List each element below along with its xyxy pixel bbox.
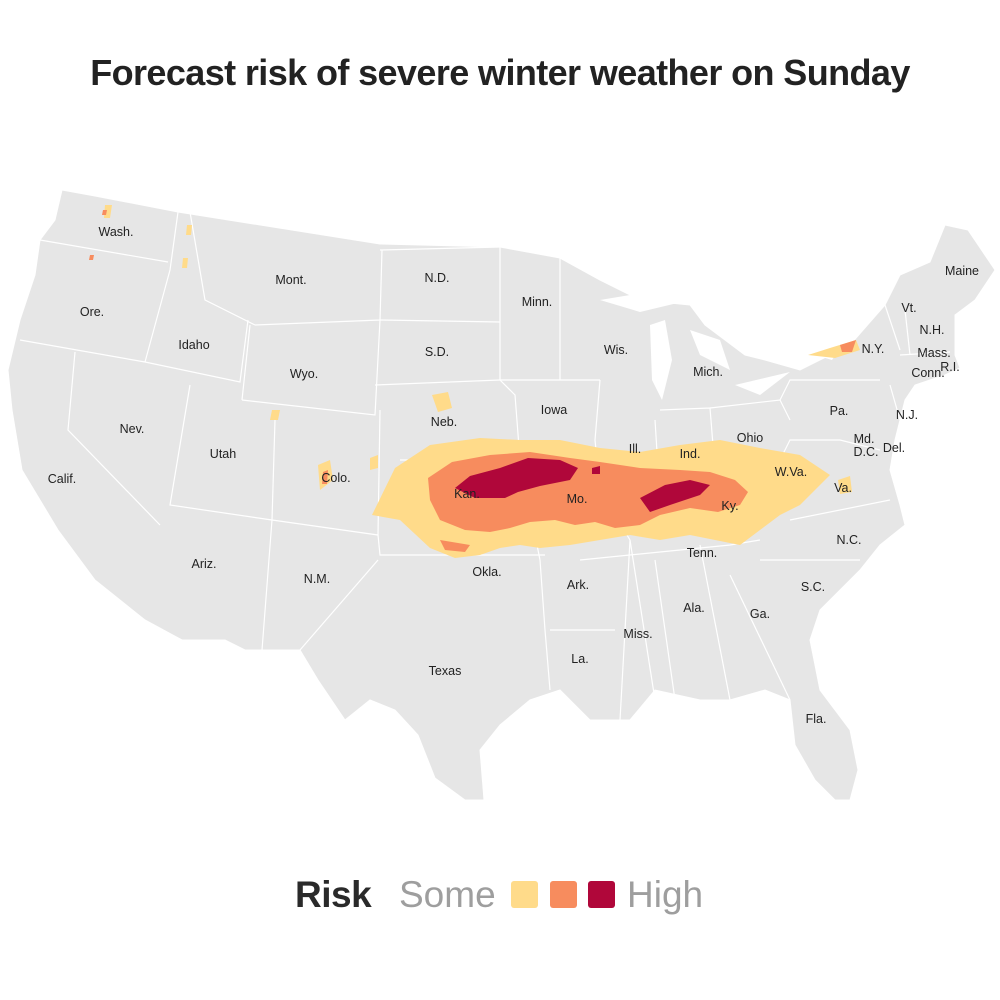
state-labels: Wash. Ore. Calif. Nev. Idaho Mont. Wyo. … [48,225,979,726]
state-label-wis: Wis. [604,343,628,357]
state-label-utah: Utah [210,447,236,461]
state-label-miss: Miss. [623,627,652,641]
state-label-colo: Colo. [321,471,350,485]
state-label-ind: Ind. [680,447,701,461]
state-label-ri: R.I. [940,360,959,374]
state-label-mont: Mont. [275,273,306,287]
risk-high [455,458,710,512]
legend-risk-label: Risk [295,874,372,915]
state-label-la: La. [571,652,588,666]
state-label-nj: N.J. [896,408,918,422]
state-label-wash: Wash. [99,225,134,239]
state-label-ky: Ky. [721,499,738,513]
state-label-nev: Nev. [120,422,145,436]
state-label-tenn: Tenn. [687,546,718,560]
state-label-conn: Conn. [911,366,944,380]
state-label-vt: Vt. [901,301,916,315]
legend-high-label: High [627,874,704,915]
legend-swatch-high [588,881,615,908]
state-label-ark: Ark. [567,578,589,592]
legend-swatch-some [511,881,538,908]
state-label-kan: Kan. [454,487,480,501]
state-label-sc: S.C. [801,580,825,594]
map-title: Forecast risk of severe winter weather o… [90,52,910,93]
state-label-maine: Maine [945,264,979,278]
state-label-nd: N.D. [425,271,450,285]
state-label-sd: S.D. [425,345,449,359]
state-label-nh: N.H. [920,323,945,337]
state-label-nm: N.M. [304,572,330,586]
state-label-nc: N.C. [837,533,862,547]
state-label-ny: N.Y. [862,342,885,356]
state-label-wva: W.Va. [775,465,807,479]
great-lakes [600,290,840,400]
state-label-ariz: Ariz. [192,557,217,571]
state-label-mass: Mass. [917,346,950,360]
legend-swatch-moderate [550,881,577,908]
state-label-minn: Minn. [522,295,553,309]
state-label-texas: Texas [429,664,462,678]
state-label-wyo: Wyo. [290,367,318,381]
state-label-okla: Okla. [472,565,501,579]
state-label-dc: D.C. [854,445,879,459]
state-label-idaho: Idaho [178,338,209,352]
state-label-mo: Mo. [567,492,588,506]
state-label-del: Del. [883,441,905,455]
state-label-calif: Calif. [48,472,76,486]
state-label-neb: Neb. [431,415,457,429]
state-label-md: Md. [854,432,875,446]
state-label-pa: Pa. [830,404,849,418]
state-label-ill: Ill. [629,442,642,456]
state-label-va: Va. [834,481,852,495]
risk-legend: Risk Some High [0,870,1000,920]
state-label-ohio: Ohio [737,431,763,445]
state-label-mich: Mich. [693,365,723,379]
state-label-ga: Ga. [750,607,770,621]
state-label-fla: Fla. [806,712,827,726]
state-label-ore: Ore. [80,305,104,319]
legend-some-label: Some [399,874,496,915]
state-label-ala: Ala. [683,601,705,615]
state-label-iowa: Iowa [541,403,567,417]
